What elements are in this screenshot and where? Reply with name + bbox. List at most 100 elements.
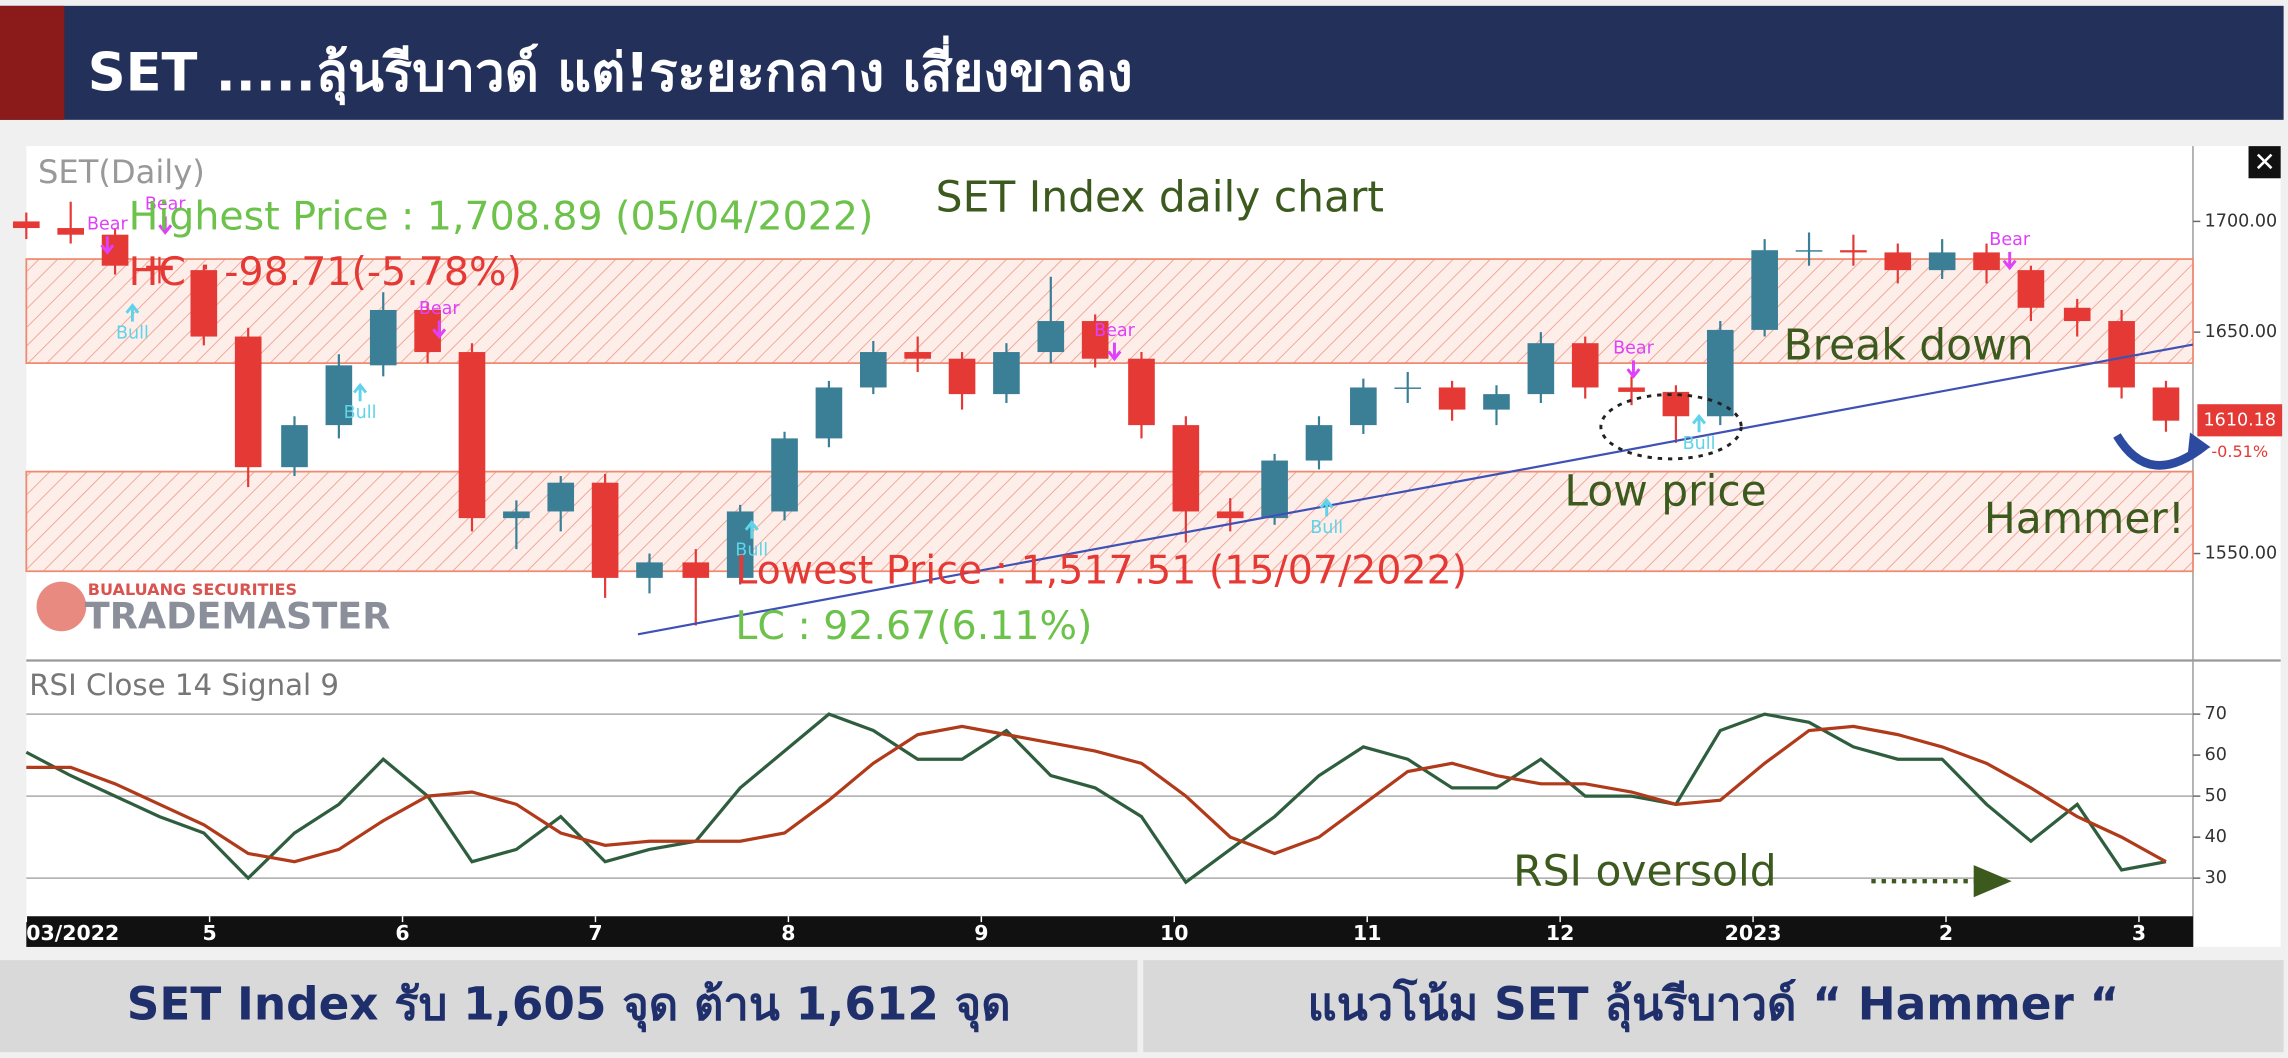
y-tick-label: 1650.00 xyxy=(2205,322,2277,342)
candle-body xyxy=(993,352,1020,395)
footer-left-text: SET Index รับ 1,605 จุด ต้าน 1,612 จุด xyxy=(127,977,1011,1032)
signal-label: Bear xyxy=(1989,230,2031,250)
candle-body xyxy=(1438,387,1466,410)
header-accent xyxy=(0,5,65,120)
candle-body xyxy=(13,221,40,229)
candle-body xyxy=(547,482,575,512)
candle-body xyxy=(57,228,85,235)
logo-mark xyxy=(36,581,87,632)
y-tick-label: 1700.00 xyxy=(2205,211,2277,231)
candle-body xyxy=(726,511,754,578)
footer-left-box xyxy=(0,960,1138,1053)
candle-body xyxy=(1261,460,1288,519)
last-price-box xyxy=(2197,404,2283,437)
signal-arrow xyxy=(432,320,447,339)
candle-body xyxy=(2152,387,2180,421)
signal-label: Bull xyxy=(1683,434,1716,454)
header-title: SET .....ลุ้นรีบาวด์ แต่!ระยะกลาง เสี่ยง… xyxy=(88,35,1133,106)
footer-right-box xyxy=(1143,960,2284,1053)
annotation: Low price xyxy=(1564,466,1766,515)
signal-arrow xyxy=(1692,413,1707,433)
x-tick-label: 7 xyxy=(588,921,602,945)
annotation: Highest Price : 1,708.89 (05/04/2022) xyxy=(129,194,874,240)
oversold-arrowhead xyxy=(1973,865,2012,898)
x-tick-label: 12 xyxy=(1546,921,1574,945)
chart-title: SET Index daily chart xyxy=(936,173,1384,222)
x-tick-label: 2 xyxy=(1939,921,1953,945)
x-tick-label: 8 xyxy=(781,921,795,945)
rebound-arrowhead xyxy=(2187,432,2211,461)
header-bar xyxy=(0,5,2284,120)
signal-label: Bear xyxy=(1094,321,1136,341)
y-tick-label: 70 xyxy=(2205,704,2227,724)
y-tick-label: 50 xyxy=(2205,786,2227,806)
series-line xyxy=(26,724,2167,864)
y-tick-label: 30 xyxy=(2205,868,2227,888)
annotation: Hammer! xyxy=(1984,494,2185,543)
panel-label: RSI Close 14 Signal 9 xyxy=(29,668,339,702)
signal-arrow xyxy=(158,216,173,235)
candle-body xyxy=(1840,250,1867,253)
candle-body xyxy=(1618,387,1645,392)
candle-body xyxy=(2017,270,2045,308)
candle-body xyxy=(146,265,173,271)
candle-body xyxy=(1751,250,1778,330)
signal-arrow xyxy=(353,382,368,402)
x-tick-label: 03/2022 xyxy=(26,921,119,945)
candle-body xyxy=(503,511,530,519)
signal-label: Bear xyxy=(419,299,461,319)
candle-body xyxy=(1571,343,1599,388)
candle-body xyxy=(1172,425,1200,512)
signal-label: Bull xyxy=(735,540,768,560)
annotation: RSI oversold xyxy=(1513,846,1777,895)
candle-body xyxy=(325,365,353,426)
logo-name: TRADEMASTER xyxy=(85,595,391,638)
last-change-label: -0.51% xyxy=(2211,442,2268,461)
x-tick-label: 3 xyxy=(2132,921,2146,945)
signal-arrow xyxy=(1319,498,1334,517)
candle-body xyxy=(458,352,486,519)
candle-body xyxy=(1394,387,1422,389)
highlight-ellipse xyxy=(1599,393,1743,461)
close-icon[interactable]: ✕ xyxy=(2254,148,2276,178)
x-tick-label: 6 xyxy=(395,921,409,945)
candle-body xyxy=(682,562,710,578)
annotation: Lowest Price : 1,517.51 (15/07/2022) xyxy=(735,547,1467,593)
signal-arrow xyxy=(2002,251,2017,271)
annotation: HC : -98.71(-5.78%) xyxy=(129,249,522,295)
x-tick-label: 9 xyxy=(974,921,988,945)
candle-body xyxy=(815,387,843,439)
annotation: LC : 92.67(6.11%) xyxy=(735,603,1092,649)
signal-label: Bear xyxy=(145,195,187,215)
y-tick-label: 60 xyxy=(2205,745,2227,765)
panel-label: SET(Daily) xyxy=(38,153,205,191)
series-line xyxy=(25,712,2167,885)
y-tick-label: 40 xyxy=(2205,827,2227,847)
candle-body xyxy=(1795,250,1823,252)
candle-body xyxy=(1081,321,1109,359)
candle-body xyxy=(1483,394,1510,410)
signal-label: Bull xyxy=(1310,518,1343,538)
candle-body xyxy=(1305,425,1333,461)
candle-body xyxy=(1350,387,1377,426)
candle-body xyxy=(1928,252,1956,271)
candle-body xyxy=(1884,252,1912,271)
candle-body xyxy=(2108,321,2135,388)
x-axis-bar xyxy=(26,916,2193,947)
signal-arrow xyxy=(125,303,140,322)
candle-body xyxy=(369,309,397,366)
candle-body xyxy=(1216,511,1244,519)
x-tick-label: 10 xyxy=(1160,921,1188,945)
candle-body xyxy=(281,425,308,468)
candle-body xyxy=(190,270,218,337)
candle-body xyxy=(859,352,887,388)
candle-body xyxy=(636,562,663,578)
close-button[interactable] xyxy=(2248,146,2281,179)
last-price-label: 1610.18 xyxy=(2204,410,2276,430)
candle-body xyxy=(234,336,262,468)
signal-label: Bull xyxy=(344,403,377,423)
signal-arrow xyxy=(1107,342,1122,362)
signal-arrow xyxy=(744,520,759,539)
candle-body xyxy=(948,358,976,395)
